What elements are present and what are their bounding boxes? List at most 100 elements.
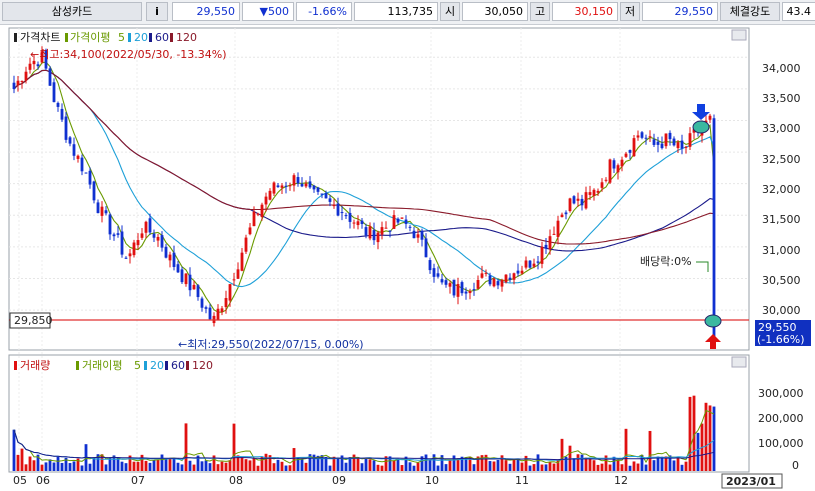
change-percent: -1.66% [296,2,352,21]
candle-body [300,183,304,187]
candle-body [472,289,476,291]
volume-bar [440,455,444,471]
volume-bar [28,456,32,471]
volume-bar [188,460,192,471]
candle-body [408,226,412,228]
last-change-label: (-1.66%) [757,333,805,346]
volume-bar [600,463,604,471]
candle-body [360,220,364,225]
quote-header-bar: 삼성카드 i 29,550 ▼500 -1.66% 113,735 시 30,0… [0,0,815,25]
x-tick: 12 [614,474,628,487]
volume-bar [152,460,156,471]
volume-bar [452,455,456,471]
stock-name-field[interactable]: 삼성카드 [2,2,142,21]
candle-body [692,129,696,133]
candle-body [36,64,40,67]
candle-body [624,153,628,157]
candle-body [656,141,660,145]
candle-body [488,275,492,285]
candle-body [512,273,516,280]
volume-bar [624,428,628,471]
volume-panel-maximize-icon[interactable] [731,356,747,368]
candle-body [216,308,220,320]
low-price: 29,550 [642,2,718,21]
volume-bar [56,456,60,471]
volume-bar [428,460,432,471]
volume-bar [620,464,624,471]
volume-bar [480,455,484,471]
legend-vol-ma60: 60 [171,359,185,372]
volume-bar [24,464,28,471]
volume-bar [92,457,96,471]
volume-bar [420,456,424,471]
volume-bar [588,457,592,471]
volume-bar [156,459,160,471]
candle-body [364,227,368,236]
candle-body [340,212,344,214]
candle-body [284,185,288,187]
candle-body [208,307,212,320]
volume-bar [240,456,244,471]
volume-bar [348,457,352,471]
candle-body [292,175,296,186]
candle-body [252,211,256,227]
candle-body [76,155,80,159]
candle-body [572,196,576,204]
candle-body [380,227,384,235]
volume-bar [44,462,48,471]
candle-body [432,268,436,277]
candle-body [368,226,372,239]
candle-body [140,233,144,238]
candle-body [20,80,24,82]
candle-body [476,279,480,289]
candle-body [120,231,124,255]
ma120-line [13,69,715,245]
volume-bar [656,456,660,471]
price-panel-maximize-icon[interactable] [731,29,747,41]
info-button[interactable]: i [146,2,168,21]
volume-bar [376,464,380,471]
volume-bar [468,456,472,471]
candle-body [528,260,532,268]
y-tick: 30,500 [762,274,801,287]
candle-body [240,252,244,271]
candle-body [384,227,388,229]
candle-body [568,198,572,212]
moving-average-lines [13,61,715,313]
volume-bar [256,465,260,471]
candle-body [116,233,120,235]
vol-y-tick: 200,000 [758,412,804,425]
volume-panel[interactable] [8,354,750,473]
candle-body [200,298,204,308]
candle-body [456,284,460,297]
candle-body [416,234,420,238]
high-marker-icon [692,120,710,134]
strength-value: 43.4 [782,2,815,21]
candle-body [172,252,176,267]
volume-bar [548,462,552,471]
volume-bar [120,461,124,471]
high-price: 30,150 [552,2,618,21]
volume-bar [264,453,268,471]
legend-ma60: 60 [155,31,169,44]
volume-bar [68,463,72,471]
volume-bar [660,456,664,471]
candle-body [580,198,584,206]
price-panel[interactable] [8,27,750,351]
volume-bar [160,454,164,471]
candle-body [668,132,672,140]
volume-bar [336,457,340,471]
price-legend: 가격차트 가격이평 5 20 60 120 [14,31,197,44]
volume-bar [224,462,228,471]
volume-bar [648,430,652,471]
volume-bar [228,460,232,471]
vol-y-tick: 100,000 [758,437,804,450]
volume-bar [20,448,24,471]
volume-bar [524,455,528,471]
volume-bar [124,463,128,471]
low-annotation: ←최저:29,550(2022/07/15, 0.00%) [178,338,364,351]
volume-bar [628,465,632,471]
candle-body [684,146,688,148]
candle-body [600,182,604,188]
